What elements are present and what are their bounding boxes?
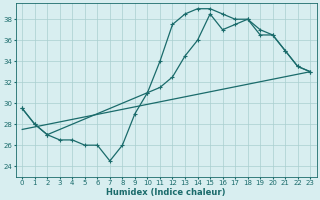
X-axis label: Humidex (Indice chaleur): Humidex (Indice chaleur) [107, 188, 226, 197]
